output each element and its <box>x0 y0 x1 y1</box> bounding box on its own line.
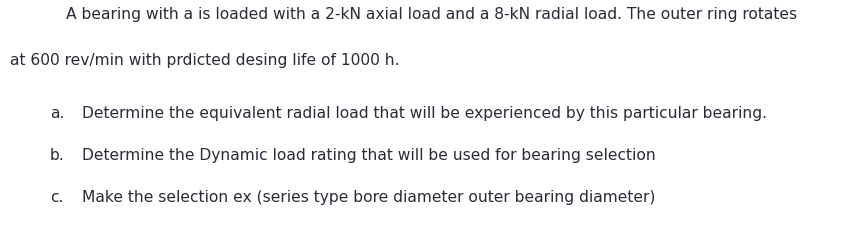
Text: Make the selection ex (series type bore diameter outer bearing diameter): Make the selection ex (series type bore … <box>82 190 656 205</box>
Text: a.: a. <box>50 106 65 121</box>
Text: at 600 rev/min with prdicted desing life of 1000 h.: at 600 rev/min with prdicted desing life… <box>10 53 400 68</box>
Text: b.: b. <box>50 148 65 163</box>
Text: A bearing with a is loaded with a 2-kN axial load and a 8-kN radial load. The ou: A bearing with a is loaded with a 2-kN a… <box>67 7 797 22</box>
Text: Determine the Dynamic load rating that will be used for bearing selection: Determine the Dynamic load rating that w… <box>82 148 656 163</box>
Text: Determine the equivalent radial load that will be experienced by this particular: Determine the equivalent radial load tha… <box>82 106 767 121</box>
Text: c.: c. <box>50 190 63 205</box>
